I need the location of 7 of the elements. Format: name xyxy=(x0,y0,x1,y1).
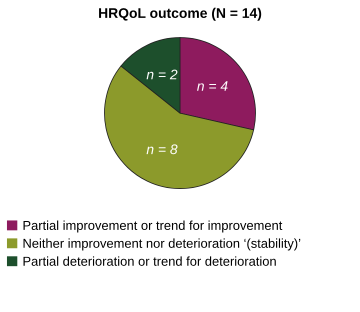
data-label: n = 8 xyxy=(146,144,178,154)
chart-title: HRQoL outcome (N = 14) xyxy=(99,8,262,21)
data-label: n = 4 xyxy=(197,81,228,91)
data-label: n = 2 xyxy=(146,70,178,80)
legend-label: Neither improvement nor deterioration ‘(stability)’ xyxy=(24,238,300,250)
legend-label: Partial improvement or trend for improvement xyxy=(24,220,282,233)
legend-label: Partial deterioration or trend for deterioration xyxy=(24,256,276,266)
